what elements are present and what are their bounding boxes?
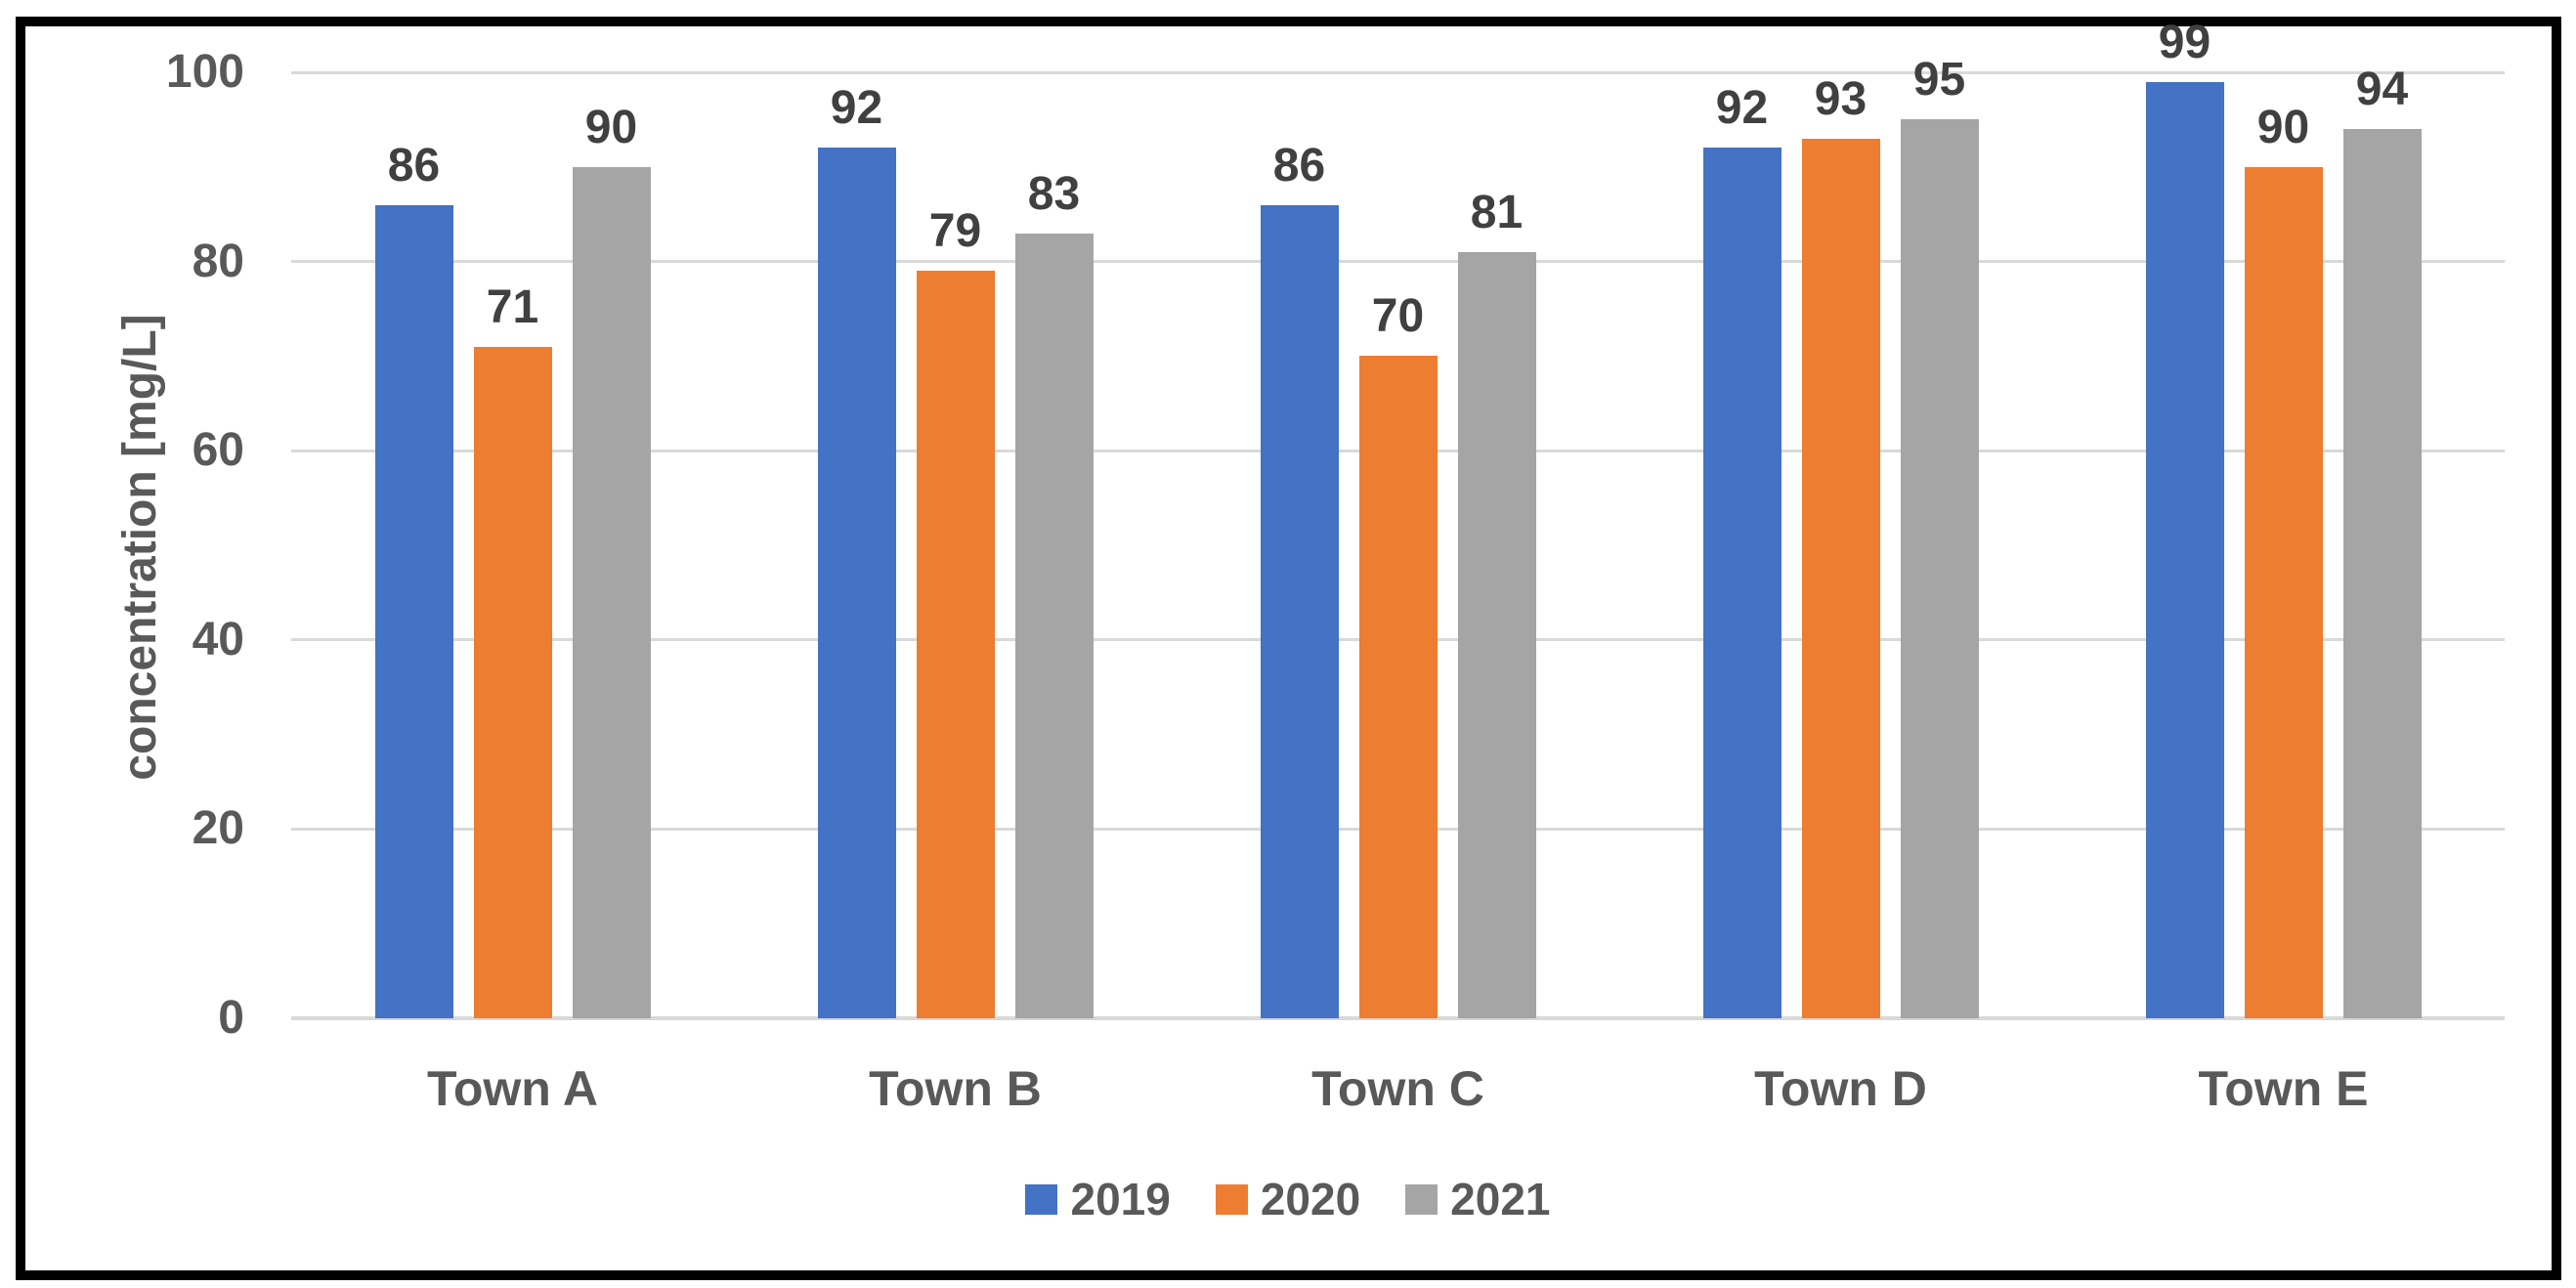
data-label: 93 (1814, 72, 1868, 125)
bar-2020-town-e (2244, 166, 2323, 1018)
legend-label: 2019 (1070, 1174, 1171, 1224)
data-label: 81 (1470, 186, 1524, 238)
y-tick-label: 20 (192, 802, 244, 855)
y-tick-label: 40 (192, 613, 244, 665)
bar-2021-town-b (1014, 233, 1094, 1018)
data-label: 79 (928, 205, 982, 258)
category-label-town-c: Town C (1311, 1061, 1484, 1116)
data-label: 90 (2256, 101, 2310, 153)
data-label: 92 (830, 82, 883, 135)
data-label: 83 (1027, 167, 1081, 220)
legend-item-2021: 2021 (1405, 1174, 1551, 1224)
legend-swatch-icon (1215, 1183, 1248, 1215)
data-label: 99 (2158, 16, 2211, 68)
legend-swatch-icon (1025, 1183, 1058, 1215)
bar-2020-town-d (1801, 138, 1880, 1018)
data-label: 71 (486, 280, 539, 333)
bar-2019-town-b (817, 148, 896, 1018)
legend: 2019 2020 2021 (0, 1175, 2576, 1224)
category-label-town-b: Town B (869, 1061, 1042, 1116)
data-label: 86 (387, 139, 441, 192)
y-tick-label: 0 (218, 992, 244, 1044)
data-label: 86 (1272, 139, 1326, 192)
y-tick-label: 80 (192, 235, 244, 287)
legend-item-2019: 2019 (1025, 1174, 1171, 1224)
bar-2020-town-c (1358, 356, 1438, 1018)
y-tick-label: 100 (165, 46, 244, 98)
bar-2021-town-e (2342, 129, 2422, 1018)
gridline-80 (291, 260, 2505, 264)
data-label: 70 (1371, 290, 1425, 343)
category-label-town-d: Town D (1754, 1061, 1927, 1116)
bar-2021-town-a (572, 166, 651, 1018)
bar-2019-town-a (374, 204, 453, 1018)
legend-label: 2021 (1450, 1174, 1551, 1224)
bar-2021-town-c (1457, 251, 1536, 1018)
data-label: 94 (2355, 64, 2409, 116)
x-axis-line (291, 1016, 2505, 1020)
bar-2020-town-a (473, 346, 552, 1018)
bar-2019-town-c (1260, 204, 1339, 1018)
data-label: 95 (1912, 54, 1966, 107)
gridline-100 (291, 70, 2505, 74)
bar-2021-town-d (1900, 119, 1979, 1018)
y-axis-title: concentration [mg/L] (114, 314, 166, 781)
data-label: 92 (1715, 82, 1769, 135)
legend-label: 2020 (1260, 1174, 1361, 1224)
category-label-town-e: Town E (2198, 1061, 2369, 1116)
bar-2019-town-d (1702, 148, 1782, 1018)
legend-swatch-icon (1405, 1183, 1438, 1215)
bar-2020-town-b (916, 271, 995, 1018)
legend-item-2020: 2020 (1215, 1174, 1361, 1224)
category-label-town-a: Town A (427, 1061, 598, 1116)
y-tick-label: 60 (192, 424, 244, 477)
data-label: 90 (584, 101, 638, 153)
bar-2019-town-e (2145, 81, 2224, 1018)
